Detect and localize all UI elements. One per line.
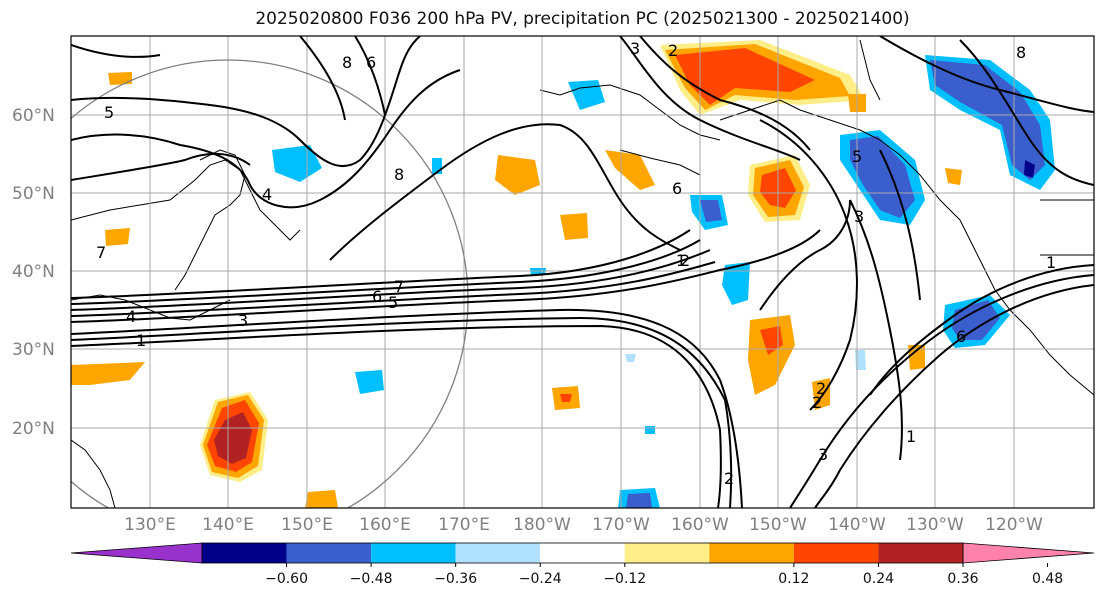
contour-label: 6 — [672, 179, 682, 198]
map-frame — [70, 35, 1095, 509]
colorbar-tick-label: −0.24 — [519, 571, 562, 587]
lon-label: 120°W — [985, 515, 1043, 535]
contour-label: 7 — [96, 243, 106, 262]
lon-label: 170°W — [592, 515, 650, 535]
colorbar-tick-label: −0.60 — [265, 571, 308, 587]
colorbar-tick-label: 0.24 — [863, 571, 894, 587]
contour-label: 5 — [104, 103, 114, 122]
contour-label: 8 — [394, 165, 404, 184]
lat-label: 50°N — [12, 184, 55, 204]
contour-label: 7 — [394, 277, 404, 296]
lon-label: 130°W — [906, 515, 964, 535]
colorbar-tick-label: −0.12 — [603, 571, 646, 587]
map-title: 2025020800 F036 200 hPa PV, precipitatio… — [255, 9, 910, 29]
lat-label: 20°N — [12, 419, 55, 439]
colorbar: −0.60 −0.48 −0.36 −0.24 −0.12 0.12 0.24 0.36 0.4… — [70, 542, 1095, 587]
longitude-labels: 130°E 140°E 150°E 160°E 170°E 180°W 170°… — [124, 515, 1043, 535]
colorbar-tick-label: 0.48 — [1032, 571, 1063, 587]
colorbar-swatch — [878, 543, 963, 563]
colorbar-swatch — [371, 543, 456, 563]
contour-label: 1 — [1046, 253, 1056, 272]
contour-label: 3 — [238, 311, 248, 330]
contour-label: 8 — [1016, 43, 1026, 62]
contour-label: 3 — [854, 207, 864, 226]
lon-label: 150°W — [749, 515, 807, 535]
colorbar-extend-low — [70, 542, 203, 564]
contour-label: 4 — [262, 185, 272, 204]
contour-label: 2 — [816, 379, 826, 398]
contour-label: 4 — [126, 307, 136, 326]
lon-label: 130°E — [124, 515, 176, 535]
pv-contours — [71, 36, 1094, 508]
colorbar-extend-high — [962, 542, 1095, 564]
lon-label: 180°W — [513, 515, 571, 535]
lat-label: 30°N — [12, 340, 55, 360]
contour-label: 5 — [852, 147, 862, 166]
lon-label: 160°W — [671, 515, 729, 535]
contour-label: 2 — [724, 469, 734, 488]
lat-label: 60°N — [12, 106, 55, 126]
contour-label: 1 — [676, 251, 686, 270]
colorbar-swatch — [793, 543, 879, 563]
lat-label: 40°N — [12, 262, 55, 282]
colorbar-swatch — [540, 543, 625, 563]
lon-label: 170°E — [438, 515, 490, 535]
lon-label: 140°E — [202, 515, 254, 535]
colorbar-swatch — [709, 543, 794, 563]
contour-label: 2 — [680, 251, 690, 270]
colorbar-swatch — [286, 543, 372, 563]
contour-labels: 5 7 4 1 8 6 3 8 4 7 6 5 3 6 1 2 2 3 1 5 … — [96, 39, 1056, 488]
contour-label: 1 — [136, 331, 146, 350]
lon-label: 160°E — [359, 515, 411, 535]
contour-label: 2 — [812, 393, 822, 412]
colorbar-swatch — [624, 543, 710, 563]
lon-label: 140°W — [828, 515, 886, 535]
colorbar-swatch — [202, 543, 287, 563]
radius-circle — [71, 59, 469, 508]
contour-label: 6 — [956, 327, 966, 346]
colorbar-tick-label: −0.36 — [434, 571, 477, 587]
contour-label: 1 — [906, 427, 916, 446]
contour-label: 2 — [668, 41, 678, 60]
lon-label: 150°E — [281, 515, 333, 535]
colorbar-tick-label: −0.48 — [350, 571, 393, 587]
latitude-labels: 60°N 50°N 40°N 30°N 20°N — [12, 106, 55, 439]
contour-label: 6 — [372, 287, 382, 306]
contour-label: 6 — [366, 53, 376, 72]
colorbar-border — [201, 542, 964, 564]
colorbar-tick-label: 0.36 — [947, 571, 978, 587]
contour-label: 5 — [388, 293, 398, 312]
contour-label: 8 — [342, 53, 352, 72]
colorbar-tick-label: 0.12 — [778, 571, 809, 587]
contour-label: 3 — [630, 39, 640, 58]
colorbar-swatch — [455, 543, 541, 563]
contour-label: 3 — [818, 445, 828, 464]
